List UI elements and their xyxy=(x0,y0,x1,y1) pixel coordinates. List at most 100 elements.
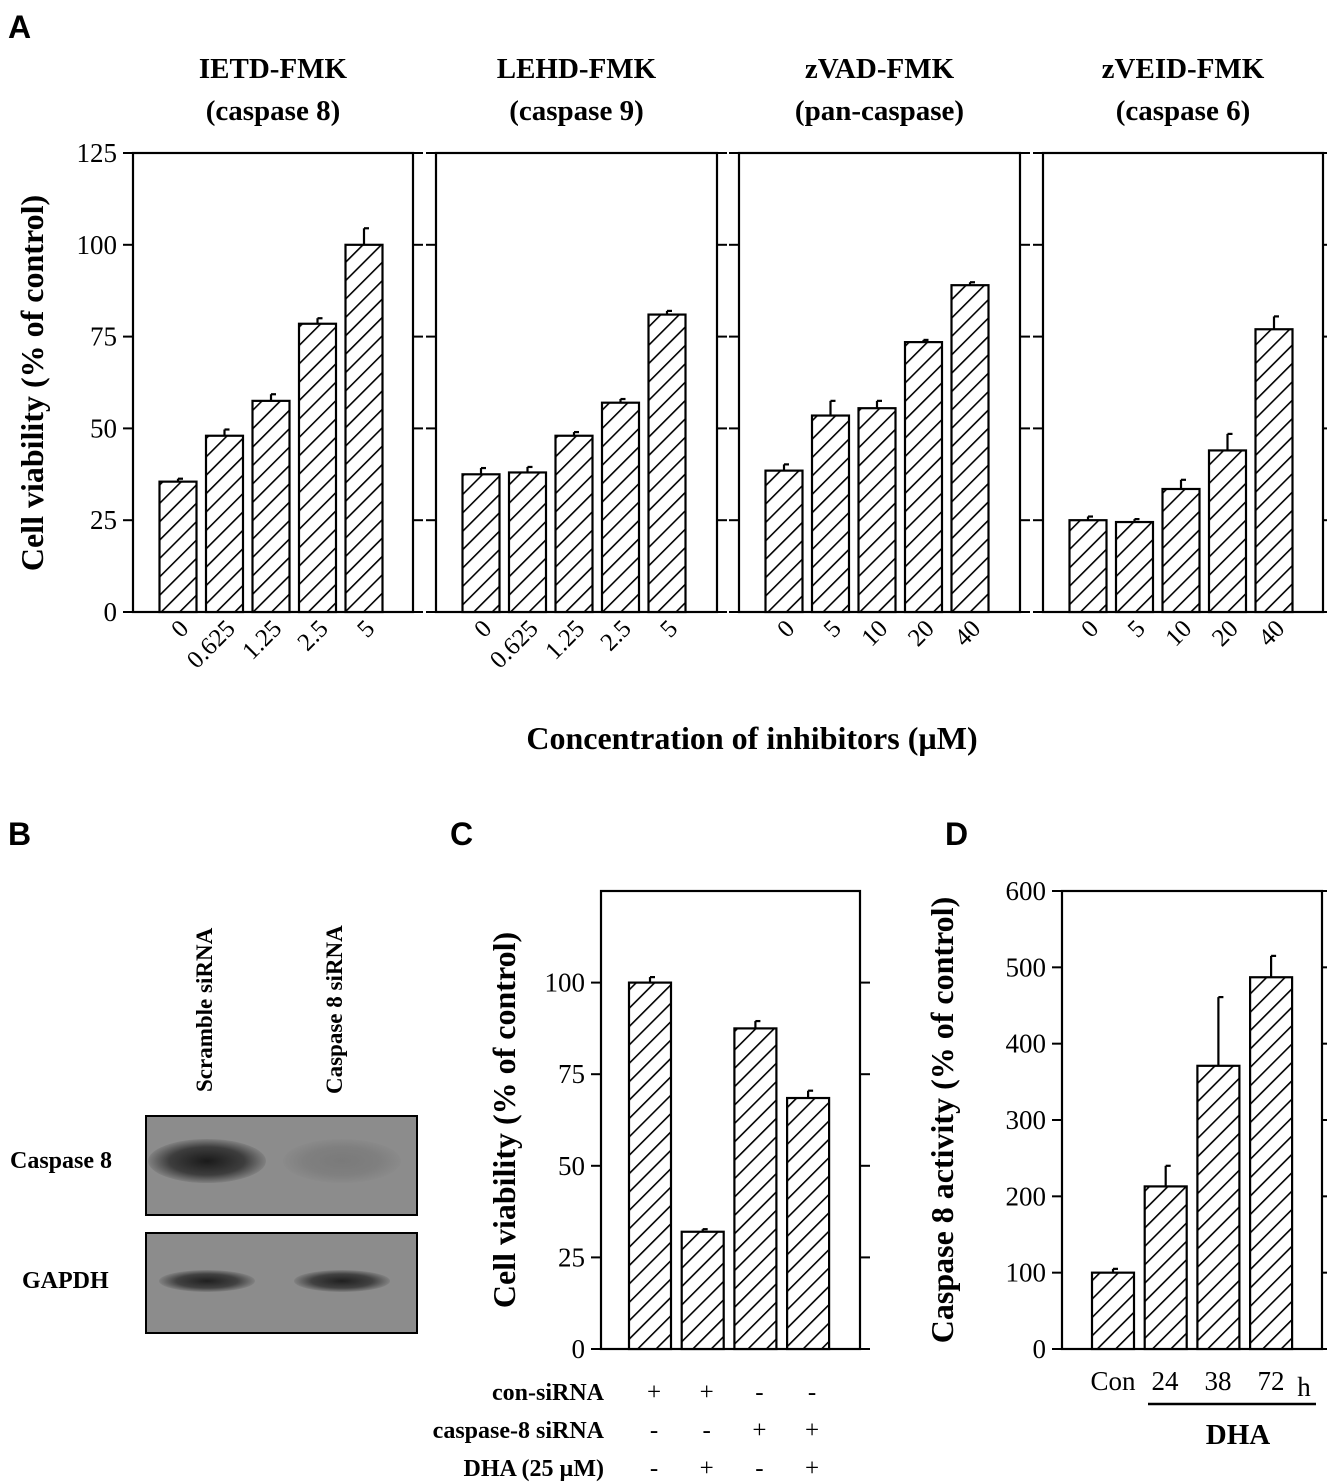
bar xyxy=(297,322,338,614)
lane-label-scramble: Scramble siRNA xyxy=(192,927,217,1092)
condition-sign: - xyxy=(650,1417,658,1444)
bar xyxy=(733,1027,778,1351)
condition-sign: + xyxy=(647,1379,661,1406)
bar xyxy=(1254,328,1294,614)
x-tick-label: 20 xyxy=(1207,615,1244,652)
x-tick-label: 72 xyxy=(1258,1366,1285,1396)
x-tick-label: 1.25 xyxy=(540,615,590,665)
chart-title-line2: (caspase 8) xyxy=(206,95,341,127)
bar xyxy=(1161,487,1201,614)
x-tick-label: 40 xyxy=(1253,615,1290,652)
x-tick-label: 0.625 xyxy=(485,615,544,674)
bar xyxy=(158,480,198,614)
blot-band xyxy=(283,1139,401,1183)
y-tick-label: 75 xyxy=(90,322,117,352)
blot-caspase8 xyxy=(145,1115,418,1216)
x-tick-label: 5 xyxy=(1123,615,1151,643)
bar xyxy=(507,471,548,614)
y-tick-label: 100 xyxy=(77,230,118,260)
y-tick-label: 75 xyxy=(558,1059,585,1089)
x-tick-label: 2.5 xyxy=(293,615,334,656)
x-tick-label: 0 xyxy=(166,615,194,643)
condition-label: DHA (25 µM) xyxy=(464,1456,604,1482)
x-tick-label: 2.5 xyxy=(596,615,637,656)
chart-title-line2: (caspase 6) xyxy=(1116,95,1251,127)
x-tick-label: 10 xyxy=(856,615,893,652)
bar xyxy=(680,1230,725,1351)
condition-sign: + xyxy=(805,1417,819,1444)
bar xyxy=(785,1096,831,1351)
chart-title-line2: (pan-caspase) xyxy=(795,95,964,127)
chart-title-line1: zVEID-FMK xyxy=(1102,53,1265,85)
bar xyxy=(647,313,687,614)
blot-row-label-gapdh: GAPDH xyxy=(22,1268,109,1294)
x-tick-label: 38 xyxy=(1205,1366,1232,1396)
panel-label-b: B xyxy=(8,816,31,852)
y-tick-label: 50 xyxy=(558,1151,585,1181)
condition-sign: - xyxy=(808,1379,816,1406)
panel-c-y-axis-label: Cell viability (% of control) xyxy=(486,932,522,1308)
panel-d-y-axis-label: Caspase 8 activity (% of control) xyxy=(924,897,960,1343)
plot-frame xyxy=(599,889,862,1351)
dha-group-label: DHA xyxy=(1206,1419,1271,1451)
bar xyxy=(1143,1185,1188,1351)
condition-sign: + xyxy=(700,1379,714,1406)
blot-band xyxy=(294,1270,390,1292)
x-tick-label: 0 xyxy=(1076,615,1104,643)
panel-label-d: D xyxy=(945,816,968,852)
blot-band xyxy=(159,1270,255,1292)
chart-title-line2: (caspase 9) xyxy=(509,95,644,127)
x-tick-label: 0 xyxy=(469,615,497,643)
condition-sign: + xyxy=(752,1417,766,1444)
x-tick-label: 24 xyxy=(1152,1366,1180,1396)
bar xyxy=(251,399,291,614)
bar xyxy=(1114,520,1155,614)
y-tick-label: 500 xyxy=(1006,952,1047,982)
condition-sign: + xyxy=(700,1455,714,1482)
bar xyxy=(1207,449,1248,614)
x-tick-label: Con xyxy=(1090,1366,1136,1396)
bar xyxy=(344,243,384,614)
y-tick-label: 125 xyxy=(77,138,118,168)
x-tick-label: 0 xyxy=(772,615,800,643)
x-tick-label: 5 xyxy=(655,615,683,643)
x-unit-label: h xyxy=(1297,1372,1311,1402)
bar xyxy=(950,284,990,614)
panel-label-c: C xyxy=(450,816,473,852)
lane-label-caspase8-sirna: Caspase 8 siRNA xyxy=(322,925,347,1094)
bar xyxy=(1196,1064,1241,1351)
bar xyxy=(554,434,594,614)
bar xyxy=(810,414,851,614)
bar xyxy=(627,981,673,1351)
panel-a-y-axis-label: Cell viability (% of control) xyxy=(14,195,50,571)
bar xyxy=(857,407,897,614)
bar xyxy=(1068,519,1108,614)
x-tick-label: 0.625 xyxy=(182,615,241,674)
bar xyxy=(1248,976,1294,1351)
condition-sign: - xyxy=(755,1379,763,1406)
bar xyxy=(461,473,501,614)
condition-sign: + xyxy=(805,1455,819,1482)
y-tick-label: 25 xyxy=(90,505,117,535)
x-tick-label: 10 xyxy=(1160,615,1197,652)
chart-caspase8-activity: 0 100 200 300 400 500 600 Con 24 38 72 h DHA xyxy=(1006,876,1327,1451)
y-tick-label: 100 xyxy=(1006,1258,1047,1288)
chart-title-line1: zVAD-FMK xyxy=(805,53,955,85)
panel-label-a: A xyxy=(8,9,31,45)
chart-zveid-fmk: zVEID-FMK (caspase 6) 0 5 10 20 40 xyxy=(1033,53,1327,652)
blot-row-label-caspase8: Caspase 8 xyxy=(10,1148,113,1174)
condition-label: con-siRNA xyxy=(492,1380,605,1406)
bar xyxy=(1090,1271,1136,1351)
y-tick-label: 0 xyxy=(1033,1334,1047,1364)
y-tick-label: 300 xyxy=(1006,1105,1047,1135)
blot-gapdh xyxy=(145,1232,418,1334)
chart-zvad-fmk: zVAD-FMK (pan-caspase) 0 5 10 20 40 xyxy=(729,53,1030,652)
panel-a-x-axis-label: Concentration of inhibitors (µM) xyxy=(526,720,977,756)
blot-band xyxy=(148,1139,266,1183)
y-tick-label: 0 xyxy=(104,597,118,627)
y-tick-label: 25 xyxy=(558,1242,585,1272)
condition-sign: - xyxy=(755,1455,763,1482)
y-tick-label: 200 xyxy=(1006,1181,1047,1211)
